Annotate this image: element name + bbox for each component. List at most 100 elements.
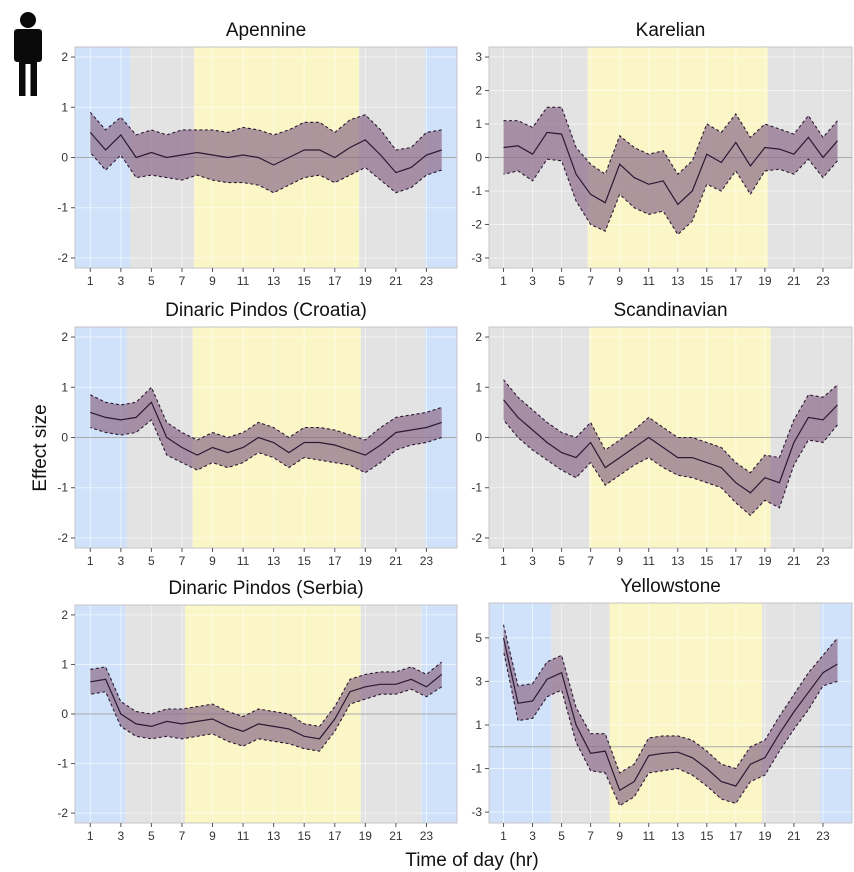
x-tick-label: 21 <box>787 829 801 843</box>
x-tick-label: 13 <box>671 829 685 843</box>
x-tick-label: 1 <box>87 274 94 288</box>
y-tick-label: 3 <box>475 50 482 64</box>
upper-bound-line <box>502 624 838 774</box>
y-tick-label: 1 <box>61 380 68 394</box>
y-tick-label: 3 <box>475 674 482 688</box>
x-tick-label: 1 <box>500 554 507 568</box>
x-tick-label: 23 <box>420 829 434 843</box>
x-tick-label: 7 <box>179 554 186 568</box>
x-tick-label: 19 <box>359 829 373 843</box>
y-tick-label: -3 <box>471 251 482 265</box>
x-tick-label: 5 <box>148 829 155 843</box>
x-tick-label: 23 <box>816 554 830 568</box>
x-tick-label: 5 <box>148 274 155 288</box>
y-tick-label: 2 <box>61 608 68 622</box>
x-tick-label: 11 <box>237 274 250 288</box>
y-tick-label: -2 <box>57 251 68 265</box>
lower-bound-line <box>89 152 442 194</box>
lower-bound-line <box>503 158 838 236</box>
x-tick-label: 19 <box>758 274 772 288</box>
x-tick-label: 13 <box>267 829 281 843</box>
upper-bound-line <box>90 661 443 727</box>
x-tick-label: 21 <box>389 829 403 843</box>
x-tick-label: 17 <box>729 554 743 568</box>
x-tick-label: 19 <box>758 554 772 568</box>
y-tick-label: -1 <box>471 184 482 198</box>
panel-title: Karelian <box>636 20 706 41</box>
y-tick-label: 2 <box>61 50 68 64</box>
night-period-shading <box>820 603 852 823</box>
x-tick-label: 5 <box>558 554 565 568</box>
y-tick-label: 0 <box>475 151 482 165</box>
y-tick-label: -1 <box>57 481 68 495</box>
x-tick-label: 13 <box>267 554 281 568</box>
x-tick-label: 5 <box>148 554 155 568</box>
x-tick-label: 17 <box>328 829 342 843</box>
confidence-band <box>503 379 838 516</box>
estimate-line <box>90 673 443 740</box>
x-tick-label: 3 <box>529 554 536 568</box>
x-tick-label: 21 <box>389 274 403 288</box>
x-tick-label: 9 <box>209 274 216 288</box>
x-tick-label: 21 <box>787 554 801 568</box>
lower-bound-line <box>90 419 442 474</box>
confidence-band <box>503 107 838 235</box>
y-tick-label: 0 <box>61 707 68 721</box>
y-tick-label: -1 <box>57 757 68 771</box>
estimate-line <box>89 132 442 174</box>
x-tick-label: 15 <box>298 554 312 568</box>
x-tick-label: 9 <box>209 554 216 568</box>
x-tick-label: 11 <box>642 554 655 568</box>
x-tick-label: 11 <box>642 829 655 843</box>
y-tick-label: 2 <box>475 330 482 344</box>
y-tick-label: 1 <box>61 100 68 114</box>
panel-frame <box>488 602 853 824</box>
y-tick-label: 0 <box>475 431 482 445</box>
x-tick-label: 17 <box>729 829 743 843</box>
x-tick-label: 3 <box>117 829 124 843</box>
upper-bound-line <box>503 379 838 474</box>
x-tick-label: 21 <box>787 274 801 288</box>
x-axis-label: Time of day (hr) <box>405 850 538 871</box>
x-tick-label: 1 <box>500 829 507 843</box>
y-tick-label: -1 <box>471 762 482 776</box>
x-tick-label: 17 <box>328 274 342 288</box>
y-tick-label: 5 <box>475 631 482 645</box>
y-tick-label: 1 <box>475 117 482 131</box>
estimate-line <box>502 637 838 792</box>
y-tick-label: 2 <box>475 84 482 98</box>
y-tick-label: -2 <box>471 531 482 545</box>
lower-bound-line <box>502 650 838 807</box>
x-tick-label: 15 <box>700 274 714 288</box>
x-tick-label: 11 <box>237 554 250 568</box>
estimate-line <box>503 131 838 206</box>
x-tick-label: 3 <box>117 554 124 568</box>
x-tick-label: 19 <box>359 554 373 568</box>
y-tick-label: -2 <box>57 531 68 545</box>
x-tick-label: 23 <box>420 554 434 568</box>
confidence-band <box>90 662 442 752</box>
x-tick-label: 5 <box>558 274 565 288</box>
person-icon <box>14 12 42 96</box>
y-axis-label: Effect size <box>30 404 51 491</box>
x-tick-label: 1 <box>87 554 94 568</box>
x-tick-label: 9 <box>616 274 623 288</box>
x-tick-label: 23 <box>420 274 434 288</box>
y-tick-label: -1 <box>57 201 68 215</box>
x-tick-label: 19 <box>359 274 373 288</box>
y-tick-label: 2 <box>61 330 68 344</box>
panel-title: Scandinavian <box>613 300 727 321</box>
x-tick-label: 1 <box>500 274 507 288</box>
x-tick-label: 15 <box>700 829 714 843</box>
y-tick-label: -2 <box>57 806 68 820</box>
y-tick-label: -1 <box>471 481 482 495</box>
x-tick-label: 3 <box>117 274 124 288</box>
x-tick-label: 5 <box>558 829 565 843</box>
x-tick-label: 9 <box>616 554 623 568</box>
x-tick-label: 13 <box>267 274 281 288</box>
